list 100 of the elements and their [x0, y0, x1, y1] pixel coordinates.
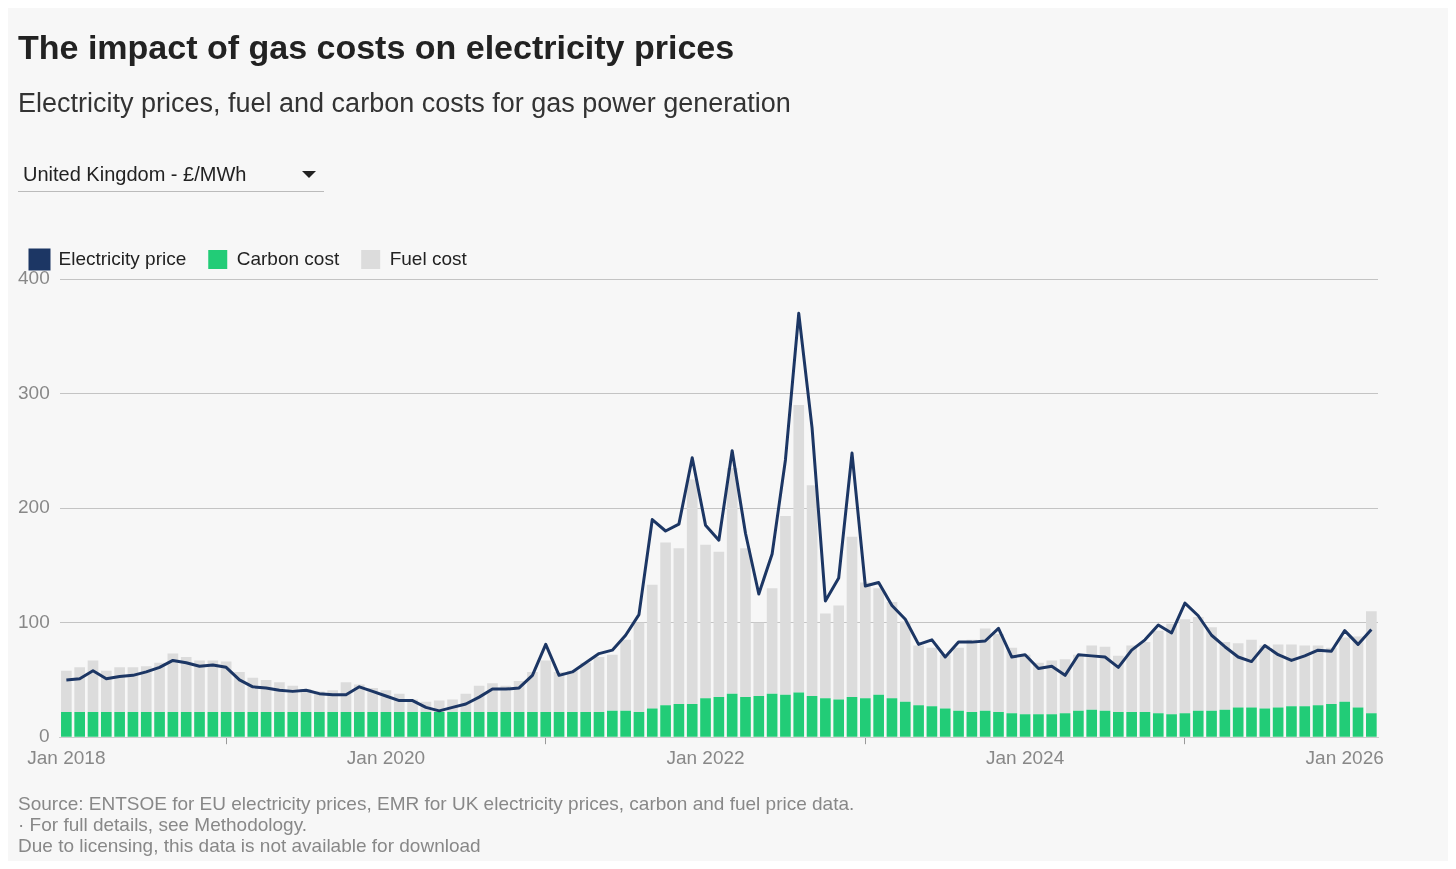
bar — [353, 712, 365, 737]
bar — [1272, 707, 1284, 737]
bar — [140, 712, 152, 737]
bar — [593, 712, 605, 737]
bar — [327, 712, 339, 737]
bar — [433, 712, 445, 737]
bar — [1246, 639, 1257, 708]
bar — [1352, 707, 1364, 737]
bar — [1219, 709, 1231, 737]
bar — [367, 712, 378, 737]
bar — [1059, 713, 1071, 737]
bar — [926, 647, 938, 707]
bar — [1006, 713, 1018, 737]
bar — [726, 468, 738, 694]
source-note: Source: ENTSOE for EU electricity prices, EMR for UK electricity prices, carbon and fuel price data. — [18, 793, 855, 814]
bar — [833, 605, 845, 700]
bar — [673, 548, 685, 704]
bar — [1312, 705, 1324, 737]
bar — [194, 712, 205, 737]
bar — [154, 662, 165, 712]
bar — [873, 588, 884, 695]
bar — [1232, 643, 1244, 708]
bar — [580, 712, 592, 737]
bar — [1113, 655, 1124, 712]
bar — [806, 485, 818, 696]
bar — [646, 584, 658, 709]
bar — [806, 695, 818, 737]
legend-label: Carbon cost — [236, 247, 340, 269]
legend-label: Fuel cost — [389, 247, 468, 269]
bar — [913, 705, 924, 737]
bar — [540, 660, 552, 712]
bar — [766, 693, 778, 737]
bar — [1179, 713, 1191, 737]
bar — [1126, 645, 1137, 712]
y-tick-label: 400 — [18, 267, 50, 289]
bar — [780, 694, 791, 737]
bar — [1019, 714, 1031, 737]
bar — [1326, 703, 1337, 737]
bar — [460, 712, 472, 737]
bar — [686, 479, 698, 704]
bar — [1086, 709, 1098, 737]
bar — [979, 710, 991, 737]
bar — [846, 536, 858, 698]
bar — [1366, 611, 1377, 714]
bar — [1339, 637, 1351, 702]
bar — [380, 712, 392, 737]
bar — [340, 712, 352, 737]
bar — [114, 667, 125, 712]
bar — [820, 698, 831, 737]
bar — [180, 712, 192, 737]
text: Due to licensing, this data is not available for download — [18, 835, 482, 856]
bar — [513, 712, 525, 737]
bar — [100, 712, 112, 737]
bar — [793, 692, 805, 737]
text: · For full details, see Methodology. — [18, 814, 308, 835]
bar — [899, 701, 911, 737]
bar — [487, 712, 498, 737]
bar — [540, 712, 552, 737]
chart-title: The impact of gas costs on electricity prices — [18, 28, 735, 67]
bar — [846, 697, 858, 737]
bar — [194, 660, 205, 712]
bar — [1033, 662, 1044, 715]
bar — [1086, 645, 1098, 710]
bar — [700, 544, 711, 699]
bar — [1246, 707, 1257, 737]
bar — [780, 516, 791, 695]
bar — [1232, 707, 1244, 737]
bar — [979, 628, 991, 711]
bar — [993, 634, 1004, 712]
bar — [740, 697, 751, 737]
bar — [1192, 710, 1204, 737]
bar — [1139, 712, 1151, 737]
bar — [966, 712, 978, 737]
bar — [287, 712, 299, 737]
bar — [527, 671, 538, 712]
bar — [1206, 710, 1217, 737]
bar — [1152, 713, 1164, 737]
bar — [620, 710, 631, 737]
bar — [1326, 647, 1337, 704]
bar — [939, 708, 951, 737]
bar — [939, 654, 951, 709]
bar — [100, 670, 112, 712]
bar — [726, 693, 738, 737]
bar — [1113, 712, 1124, 737]
bar — [1259, 645, 1271, 709]
bar — [180, 657, 192, 712]
bar — [953, 710, 964, 737]
y-tick-label: 100 — [18, 610, 50, 632]
x-tick-label: Jan 2026 — [1305, 746, 1384, 768]
bar — [154, 712, 165, 737]
bar — [420, 712, 432, 737]
bar — [607, 654, 618, 711]
bar — [1166, 623, 1177, 715]
bar — [1366, 713, 1377, 737]
bar — [74, 712, 85, 737]
legend-label: Electricity price — [58, 247, 187, 269]
x-tick-label: Jan 2020 — [346, 746, 426, 768]
bar — [61, 670, 72, 712]
bar — [660, 705, 671, 737]
bar — [1099, 710, 1111, 737]
